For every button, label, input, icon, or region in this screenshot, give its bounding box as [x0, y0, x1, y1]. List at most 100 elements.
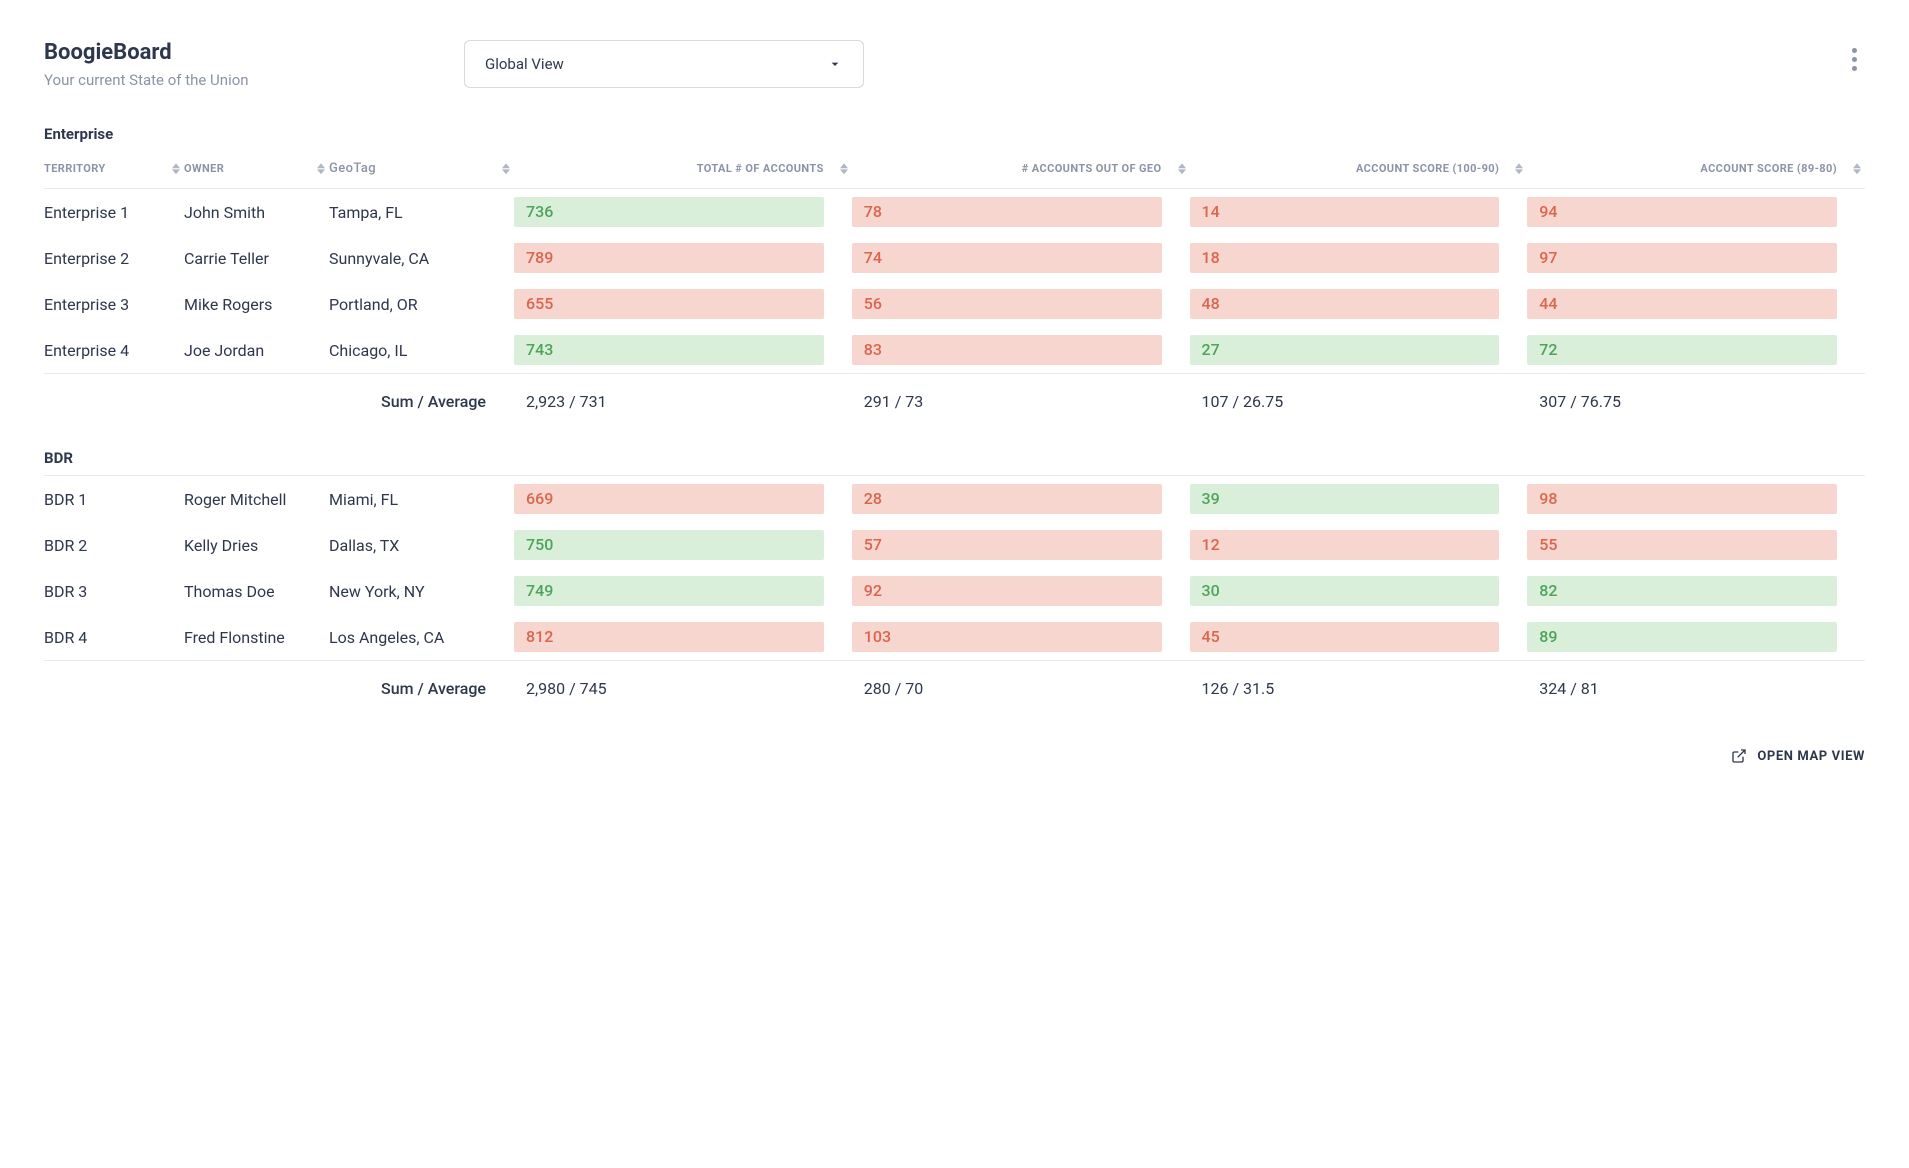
- cell-metric: 74: [852, 235, 1190, 281]
- cell-metric: 56: [852, 281, 1190, 327]
- chevron-down-icon: [827, 56, 843, 72]
- data-table: BDR 1Roger MitchellMiami, FL669283998BDR…: [44, 475, 1865, 708]
- cell-metric: 82: [1527, 568, 1865, 614]
- cell-metric: 736: [514, 189, 852, 236]
- sort-icon[interactable]: [1178, 162, 1186, 174]
- cell-metric: 83: [852, 327, 1190, 374]
- cell-territory: Enterprise 3: [44, 281, 184, 327]
- cell-geotag: Chicago, IL: [329, 327, 514, 374]
- value-pill: 97: [1527, 243, 1837, 273]
- cell-metric: 55: [1527, 522, 1865, 568]
- column-header-geotag[interactable]: GeoTag: [329, 151, 514, 189]
- value-pill: 736: [514, 197, 824, 227]
- column-header-out_of_geo[interactable]: # ACCOUNTS OUT OF GEO: [852, 151, 1190, 189]
- cell-metric: 97: [1527, 235, 1865, 281]
- cell-metric: 789: [514, 235, 852, 281]
- cell-owner: Joe Jordan: [184, 327, 329, 374]
- value-pill: 14: [1190, 197, 1500, 227]
- value-pill: 44: [1527, 289, 1837, 319]
- table-row[interactable]: BDR 2Kelly DriesDallas, TX750571255: [44, 522, 1865, 568]
- cell-metric: 57: [852, 522, 1190, 568]
- cell-owner: Thomas Doe: [184, 568, 329, 614]
- summary-value: 126 / 31.5: [1190, 661, 1528, 709]
- cell-owner: Mike Rogers: [184, 281, 329, 327]
- cell-metric: 30: [1190, 568, 1528, 614]
- cell-geotag: Tampa, FL: [329, 189, 514, 236]
- sort-icon[interactable]: [840, 162, 848, 174]
- cell-metric: 14: [1190, 189, 1528, 236]
- cell-territory: Enterprise 2: [44, 235, 184, 281]
- value-pill: 92: [852, 576, 1162, 606]
- value-pill: 56: [852, 289, 1162, 319]
- cell-metric: 750: [514, 522, 852, 568]
- cell-metric: 44: [1527, 281, 1865, 327]
- sort-icon[interactable]: [172, 162, 180, 174]
- value-pill: 812: [514, 622, 824, 652]
- value-pill: 78: [852, 197, 1162, 227]
- cell-owner: Roger Mitchell: [184, 476, 329, 523]
- column-header-territory[interactable]: TERRITORY: [44, 151, 184, 189]
- cell-owner: Fred Flonstine: [184, 614, 329, 661]
- value-pill: 28: [852, 484, 1162, 514]
- cell-metric: 48: [1190, 281, 1528, 327]
- table-section: EnterpriseTERRITORY OWNER GeoTag TOTAL #…: [44, 125, 1865, 421]
- sort-icon[interactable]: [1515, 162, 1523, 174]
- cell-metric: 92: [852, 568, 1190, 614]
- value-pill: 98: [1527, 484, 1837, 514]
- table-row[interactable]: Enterprise 1John SmithTampa, FL736781494: [44, 189, 1865, 236]
- value-pill: 669: [514, 484, 824, 514]
- table-row[interactable]: BDR 1Roger MitchellMiami, FL669283998: [44, 476, 1865, 523]
- column-header-score_100_90[interactable]: ACCOUNT SCORE (100-90): [1190, 151, 1528, 189]
- value-pill: 57: [852, 530, 1162, 560]
- data-table: TERRITORY OWNER GeoTag TOTAL # OF ACCOUN…: [44, 151, 1865, 421]
- cell-owner: Kelly Dries: [184, 522, 329, 568]
- page-title: BoogieBoard: [44, 40, 464, 65]
- value-pill: 18: [1190, 243, 1500, 273]
- value-pill: 103: [852, 622, 1162, 652]
- cell-metric: 743: [514, 327, 852, 374]
- value-pill: 74: [852, 243, 1162, 273]
- column-header-score_89_80[interactable]: ACCOUNT SCORE (89-80): [1527, 151, 1865, 189]
- table-row[interactable]: BDR 4Fred FlonstineLos Angeles, CA812 103…: [44, 614, 1865, 661]
- value-pill: 789: [514, 243, 824, 273]
- cell-metric: 45: [1190, 614, 1528, 661]
- table-row[interactable]: Enterprise 2Carrie TellerSunnyvale, CA78…: [44, 235, 1865, 281]
- view-selector[interactable]: Global View: [464, 40, 864, 88]
- cell-geotag: Los Angeles, CA: [329, 614, 514, 661]
- table-row[interactable]: Enterprise 3Mike RogersPortland, OR65556…: [44, 281, 1865, 327]
- summary-label: Sum / Average: [329, 661, 514, 709]
- value-pill: 27: [1190, 335, 1500, 365]
- cell-metric: 98: [1527, 476, 1865, 523]
- cell-metric: 12: [1190, 522, 1528, 568]
- table-row[interactable]: BDR 3Thomas DoeNew York, NY749923082: [44, 568, 1865, 614]
- column-header-owner[interactable]: OWNER: [184, 151, 329, 189]
- value-pill: 94: [1527, 197, 1837, 227]
- more-menu-button[interactable]: [1844, 40, 1865, 79]
- cell-metric: 27: [1190, 327, 1528, 374]
- summary-label: Sum / Average: [329, 374, 514, 422]
- page-subtitle: Your current State of the Union: [44, 71, 464, 89]
- sort-icon[interactable]: [317, 162, 325, 174]
- section-title: BDR: [44, 449, 1865, 467]
- value-pill: 72: [1527, 335, 1837, 365]
- cell-metric: 39: [1190, 476, 1528, 523]
- cell-owner: Carrie Teller: [184, 235, 329, 281]
- table-section: BDRBDR 1Roger MitchellMiami, FL669283998…: [44, 449, 1865, 708]
- cell-geotag: Dallas, TX: [329, 522, 514, 568]
- sort-icon[interactable]: [1853, 162, 1861, 174]
- cell-territory: BDR 3: [44, 568, 184, 614]
- column-header-total_accounts[interactable]: TOTAL # OF ACCOUNTS: [514, 151, 852, 189]
- cell-territory: BDR 4: [44, 614, 184, 661]
- open-map-view-button[interactable]: OPEN MAP VIEW: [1731, 748, 1865, 764]
- open-map-view-label: OPEN MAP VIEW: [1757, 749, 1865, 764]
- sort-icon[interactable]: [502, 162, 510, 174]
- summary-value: 291 / 73: [852, 374, 1190, 422]
- cell-metric: 812: [514, 614, 852, 661]
- value-pill: 12: [1190, 530, 1500, 560]
- cell-metric: 655: [514, 281, 852, 327]
- cell-metric: 72: [1527, 327, 1865, 374]
- value-pill: 655: [514, 289, 824, 319]
- table-row[interactable]: Enterprise 4Joe JordanChicago, IL7438327…: [44, 327, 1865, 374]
- value-pill: 30: [1190, 576, 1500, 606]
- summary-value: 307 / 76.75: [1527, 374, 1865, 422]
